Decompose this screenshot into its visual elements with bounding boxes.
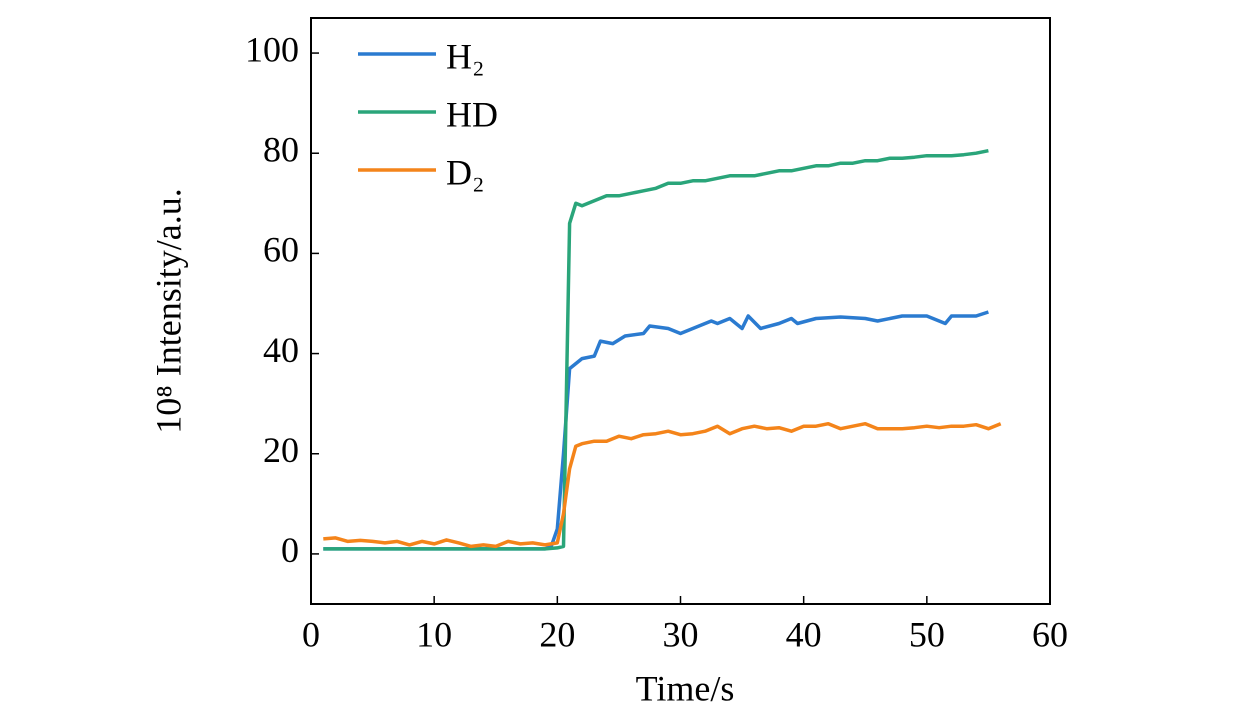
y-tick-label: 0: [281, 530, 299, 570]
x-axis-label: Time/s: [636, 668, 735, 708]
legend-label: H₂: [446, 36, 485, 76]
series-line: [323, 421, 1002, 549]
plot-frame: [310, 17, 1051, 605]
x-tick-label: 30: [663, 614, 699, 654]
y-tick-label: 60: [263, 230, 299, 270]
y-tick-label: 40: [263, 330, 299, 370]
series-line: [323, 148, 989, 551]
series-line: [323, 310, 989, 551]
x-tick-label: 60: [1032, 614, 1068, 654]
y-tick-label: 100: [245, 29, 299, 69]
x-tick-label: 0: [302, 614, 320, 654]
y-tick-label: 80: [263, 129, 299, 169]
y-axis-label: 10⁸ Intensity/a.u.: [148, 188, 188, 434]
x-tick-label: 20: [539, 614, 575, 654]
legend-label: HD: [446, 94, 498, 134]
x-tick-label: 10: [416, 614, 452, 654]
x-tick-label: 40: [786, 614, 822, 654]
legend-label: D₂: [446, 152, 485, 192]
x-tick-label: 50: [909, 614, 945, 654]
y-tick-label: 20: [263, 430, 299, 470]
